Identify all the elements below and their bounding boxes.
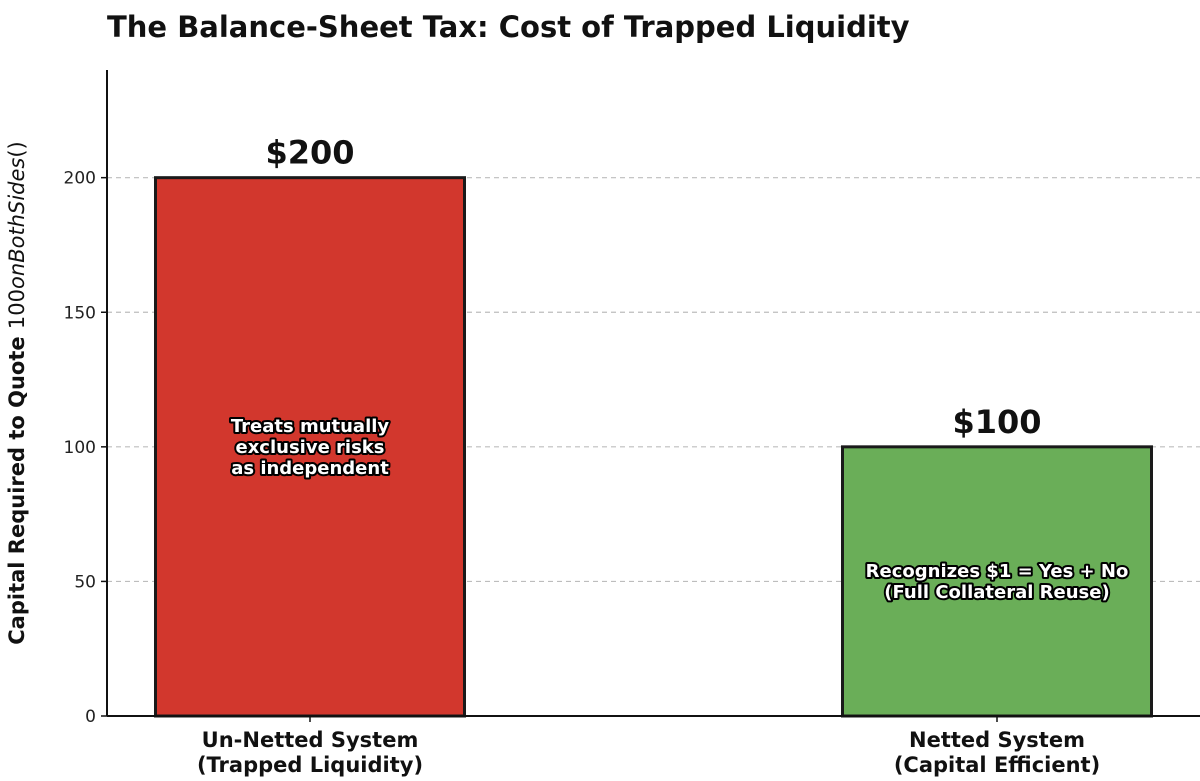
bar [154, 176, 466, 718]
bar-value-label: $200 [265, 134, 354, 172]
bar-annotation: Treats mutually exclusive risks as indepen… [231, 416, 390, 479]
labels: 0 50 100 150 200 $200 Treats mutually exclusive… [64, 134, 1131, 777]
x-category-label-line: Un-Netted System [202, 728, 419, 752]
y-tick-label: 50 [74, 572, 96, 592]
x-category-label: Netted System (Capital Efficient) [894, 728, 1100, 777]
bar-annotation-line: (Full Collateral Reuse) [884, 582, 1109, 603]
chart-title: The Balance-Sheet Tax: Cost of Trapped L… [107, 10, 910, 44]
bar-annotation-line: as independent [231, 458, 389, 479]
bar-annotation-line: Treats mutually [231, 416, 390, 437]
y-axis-label-text: Capital Required to Quote [5, 329, 29, 645]
y-tick-label: 150 [64, 303, 96, 323]
x-category-label-line: (Capital Efficient) [894, 753, 1100, 777]
bar-annotation: Recognizes $1 = Yes + No (Full Collateral… [866, 561, 1129, 603]
axes [101, 70, 1200, 722]
x-category-label: Un-Netted System (Trapped Liquidity) [197, 728, 423, 777]
y-axis-label: Capital Required to Quote 100onBothSides… [5, 141, 29, 644]
bar-annotation-line: exclusive risks [235, 437, 384, 458]
y-axis-label-number: 100 [5, 289, 29, 329]
y-tick-label: 200 [64, 169, 96, 189]
x-category-label-line: Netted System [909, 728, 1085, 752]
x-category-label-line: (Trapped Liquidity) [197, 753, 423, 777]
y-axis-label-math: onBothSides [5, 158, 29, 289]
bar-value-label: $100 [952, 403, 1041, 441]
y-axis-label-parens: () [5, 141, 29, 157]
y-tick-label: 100 [64, 438, 96, 458]
bar-annotation-line: Recognizes $1 = Yes + No [866, 561, 1129, 582]
y-tick-label: 0 [85, 707, 96, 727]
